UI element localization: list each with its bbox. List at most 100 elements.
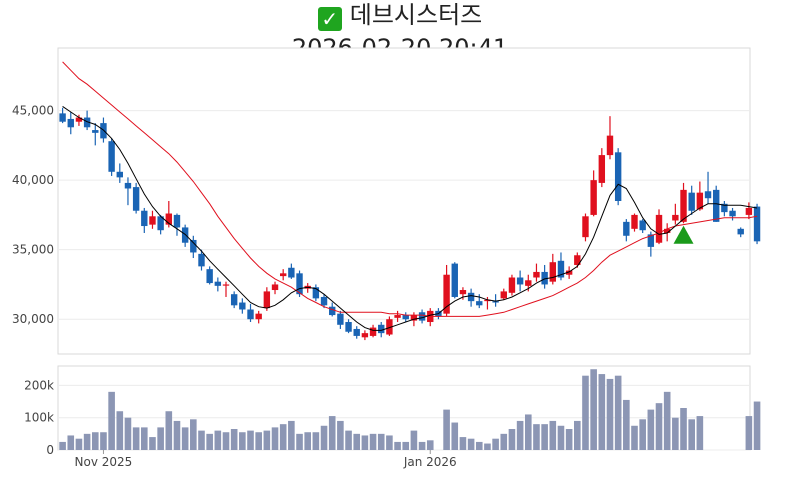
volume-bar: [198, 430, 205, 450]
volume-bar: [239, 432, 246, 450]
candle: [590, 170, 597, 217]
volume-bar: [475, 441, 483, 450]
candle: [721, 201, 728, 217]
candle: [92, 123, 99, 146]
volume-bar: [516, 420, 524, 450]
candle: [500, 288, 507, 300]
volume-bar: [410, 430, 418, 450]
volume-bar: [181, 427, 189, 450]
candle: [541, 264, 548, 289]
volume-bar: [394, 441, 401, 450]
volume-bar: [663, 391, 671, 450]
volume-bar: [386, 435, 393, 450]
volume-bar: [590, 369, 597, 450]
candle: [353, 326, 360, 339]
candle: [688, 185, 695, 215]
candle: [484, 296, 491, 310]
volume-bar: [353, 433, 361, 450]
candle: [639, 219, 646, 233]
price-tick-label: 35,000: [12, 243, 54, 257]
volume-bar: [574, 420, 581, 450]
candle: [222, 281, 230, 297]
candle: [116, 163, 123, 183]
candle: [173, 213, 181, 236]
volume-bar: [492, 438, 499, 450]
candle: [271, 281, 279, 295]
volume-bar: [337, 420, 344, 450]
volume-bar: [75, 438, 83, 450]
volume-bar: [533, 424, 540, 450]
volume-bar: [557, 425, 565, 450]
volume-bar: [623, 399, 630, 450]
buy-signal-triangle: [673, 225, 694, 244]
candle: [623, 219, 630, 242]
volume-bar: [598, 374, 606, 450]
volume-tick-label: 100k: [24, 411, 54, 425]
volume-bar: [451, 422, 459, 450]
candle: [124, 177, 132, 206]
candle: [75, 114, 83, 126]
candle: [663, 223, 671, 242]
volume-bar: [312, 432, 320, 450]
candle: [132, 182, 140, 214]
candle: [108, 138, 115, 176]
candle: [190, 235, 197, 259]
candle: [141, 207, 148, 233]
candle: [704, 171, 712, 204]
volume-bar: [459, 437, 467, 450]
volume-bar: [320, 425, 328, 450]
volume-bar: [745, 416, 753, 450]
candle: [582, 213, 589, 242]
volume-bar: [582, 375, 589, 450]
volume-bar: [402, 441, 410, 450]
volume-bar: [83, 433, 91, 450]
candle: [557, 252, 565, 281]
candle: [230, 291, 238, 309]
volume-bar: [369, 433, 377, 450]
volume-bar: [345, 430, 352, 450]
volume-bar: [361, 435, 369, 450]
candle: [255, 310, 262, 324]
candle: [549, 253, 556, 285]
volume-bar: [271, 427, 279, 450]
chart-title: ✓ 데브시스터즈: [0, 0, 800, 31]
volume-bar: [108, 391, 115, 450]
candle: [672, 203, 679, 225]
volume-bar: [467, 438, 475, 450]
volume-bar: [328, 416, 336, 450]
volume-bar: [541, 424, 548, 450]
candle: [59, 107, 66, 124]
volume-bar: [418, 441, 426, 450]
price-panel: [57, 47, 751, 355]
candle: [574, 252, 581, 268]
candle: [157, 214, 164, 235]
volume-bar: [639, 419, 646, 450]
candle: [361, 330, 369, 341]
volume-bar: [263, 430, 271, 450]
volume-bar: [647, 409, 655, 450]
volume-bar: [132, 427, 140, 450]
volume-bar: [149, 437, 156, 450]
volume-bar: [222, 432, 230, 450]
candle: [149, 210, 156, 229]
volume-bar: [508, 429, 516, 450]
volume-bar: [279, 424, 287, 450]
volume-bar: [688, 419, 695, 450]
volume-bar: [214, 430, 222, 450]
volume-tick-label: 200k: [24, 378, 54, 392]
volume-bar: [67, 435, 75, 450]
candle: [337, 310, 344, 329]
candle: [418, 309, 426, 324]
candle: [680, 182, 687, 224]
volume-bar: [173, 420, 181, 450]
candle: [508, 274, 516, 296]
volume-bar: [680, 408, 687, 450]
candle: [394, 310, 401, 323]
candle: [214, 277, 222, 292]
candle: [206, 266, 213, 285]
volume-bar: [157, 427, 164, 450]
volume-bar: [549, 420, 557, 450]
volume-bar: [230, 429, 238, 450]
candle: [606, 116, 614, 160]
